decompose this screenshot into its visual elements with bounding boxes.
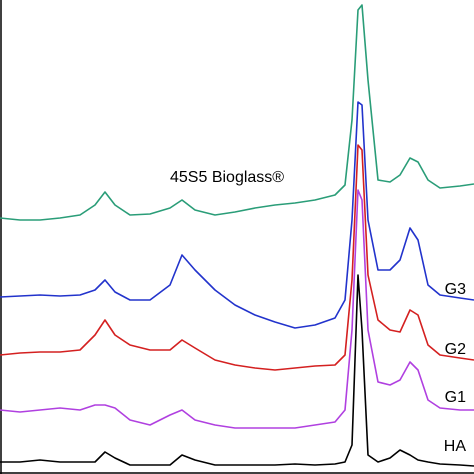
series-line (0, 4, 474, 221)
series-line (0, 189, 474, 429)
series-label: 45S5 Bioglass® (170, 169, 284, 186)
series-label: HA (444, 438, 467, 455)
series-line (0, 144, 474, 371)
series-label: G1 (445, 389, 466, 406)
series-label: G2 (445, 341, 466, 358)
series-label: G3 (445, 281, 466, 298)
series-line (0, 274, 474, 467)
series-line (0, 101, 474, 329)
